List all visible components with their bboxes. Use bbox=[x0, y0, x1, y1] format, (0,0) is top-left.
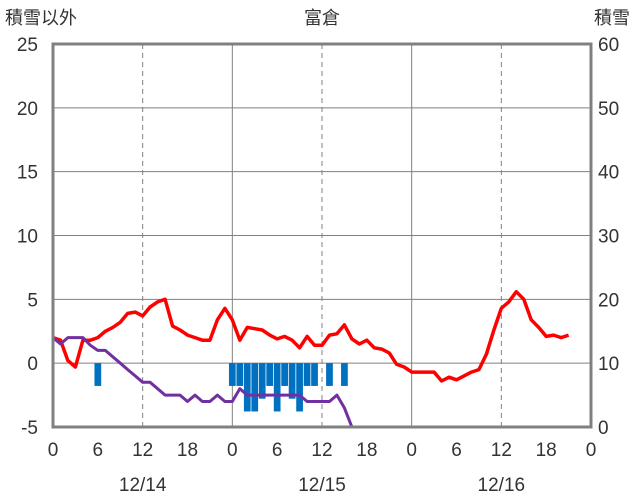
series-lines bbox=[53, 292, 569, 427]
snow-bar bbox=[236, 363, 243, 386]
y-right-tick-label: 0 bbox=[598, 418, 609, 439]
temperature-line bbox=[53, 292, 569, 381]
x-hour-tick-label: 18 bbox=[177, 440, 198, 461]
y-right-tick-label: 60 bbox=[598, 35, 619, 56]
x-hour-tick-label: 0 bbox=[586, 440, 597, 461]
chart-title: 富倉 bbox=[304, 8, 340, 28]
snow-bar bbox=[281, 363, 288, 386]
snow-bar bbox=[311, 363, 318, 386]
snow-bar bbox=[274, 363, 281, 411]
y-left-tick-label: 15 bbox=[17, 163, 38, 184]
y-axis-right-label: 積雪 bbox=[594, 8, 630, 28]
x-date-label: 12/14 bbox=[119, 475, 167, 496]
y-right-tick-label: 50 bbox=[598, 99, 619, 120]
snow-bar bbox=[259, 363, 266, 399]
snow-bar bbox=[251, 363, 258, 411]
snow-bar bbox=[289, 363, 296, 399]
snow-depth-bars bbox=[94, 363, 347, 411]
x-hour-tick-label: 6 bbox=[272, 440, 283, 461]
x-date-label: 12/16 bbox=[478, 475, 526, 496]
y-left-tick-label: 10 bbox=[17, 227, 38, 248]
y-left-tick-label: -5 bbox=[21, 418, 38, 439]
y-left-tick-label: 25 bbox=[17, 35, 38, 56]
x-hour-tick-label: 0 bbox=[227, 440, 238, 461]
x-hour-tick-label: 12 bbox=[491, 440, 512, 461]
snow-bar bbox=[326, 363, 333, 386]
grid-lines bbox=[53, 44, 591, 427]
x-hour-tick-label: 6 bbox=[93, 440, 104, 461]
y-left-tick-label: 5 bbox=[27, 290, 38, 311]
snow-bar bbox=[266, 363, 273, 386]
x-hour-tick-label: 12 bbox=[311, 440, 332, 461]
x-hour-tick-label: 6 bbox=[451, 440, 462, 461]
y-axis-left-label: 積雪以外 bbox=[5, 8, 77, 28]
snow-bar bbox=[94, 363, 101, 386]
dew_point-line bbox=[53, 338, 569, 427]
snow-bar bbox=[229, 363, 236, 386]
snow-bar bbox=[244, 363, 251, 411]
y-right-tick-label: 40 bbox=[598, 163, 619, 184]
x-hour-tick-label: 0 bbox=[48, 440, 59, 461]
x-hour-tick-label: 12 bbox=[132, 440, 153, 461]
y-right-tick-label: 20 bbox=[598, 290, 619, 311]
x-hour-tick-label: 0 bbox=[406, 440, 417, 461]
x-date-label: 12/15 bbox=[298, 475, 346, 496]
x-hour-tick-label: 18 bbox=[536, 440, 557, 461]
y-right-tick-label: 30 bbox=[598, 227, 619, 248]
y-left-tick-label: 20 bbox=[17, 99, 38, 120]
x-hour-tick-label: 18 bbox=[356, 440, 377, 461]
snow-bar bbox=[296, 363, 303, 411]
y-right-tick-label: 10 bbox=[598, 354, 619, 375]
y-left-tick-label: 0 bbox=[27, 354, 38, 375]
snow-bar bbox=[341, 363, 348, 386]
snow-bar bbox=[304, 363, 311, 386]
